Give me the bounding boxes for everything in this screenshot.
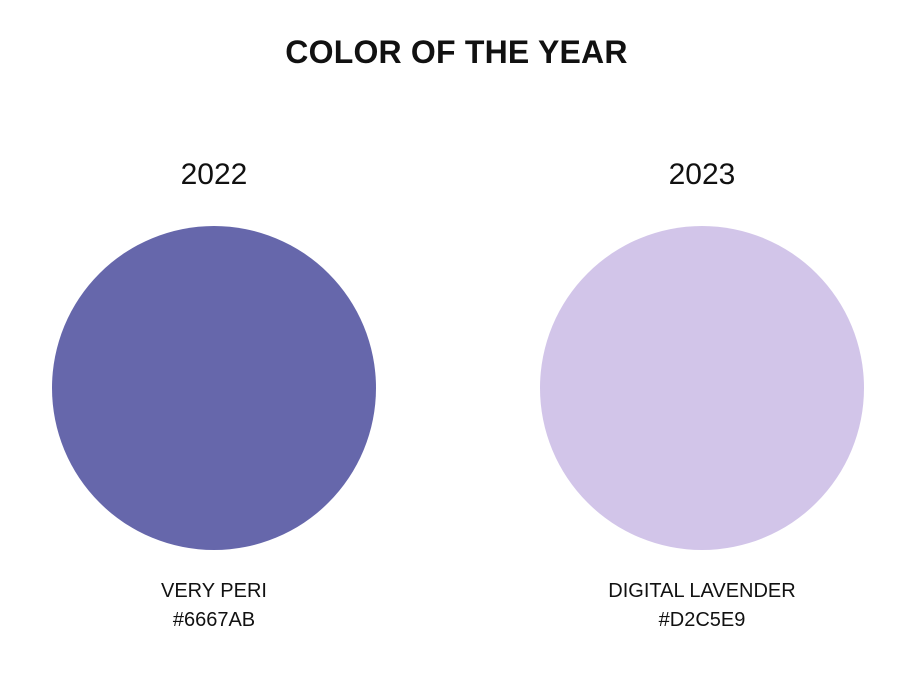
swatch-year: 2022 (180, 158, 248, 191)
color-name: VERY PERI (161, 580, 267, 602)
swatch-year: 2023 (668, 158, 736, 191)
color-circle (52, 226, 376, 550)
page-title: COLOR OF THE YEAR (285, 34, 628, 70)
swatch-2023: 2023 DIGITAL LAVENDER #D2C5E9 (537, 0, 867, 688)
color-hex-code: #6667AB (172, 609, 256, 631)
swatch-2022: 2022 VERY PERI #6667AB (49, 0, 379, 688)
color-hex-code: #D2C5E9 (658, 609, 746, 631)
color-circle (540, 226, 864, 550)
color-name: DIGITAL LAVENDER (608, 580, 796, 602)
